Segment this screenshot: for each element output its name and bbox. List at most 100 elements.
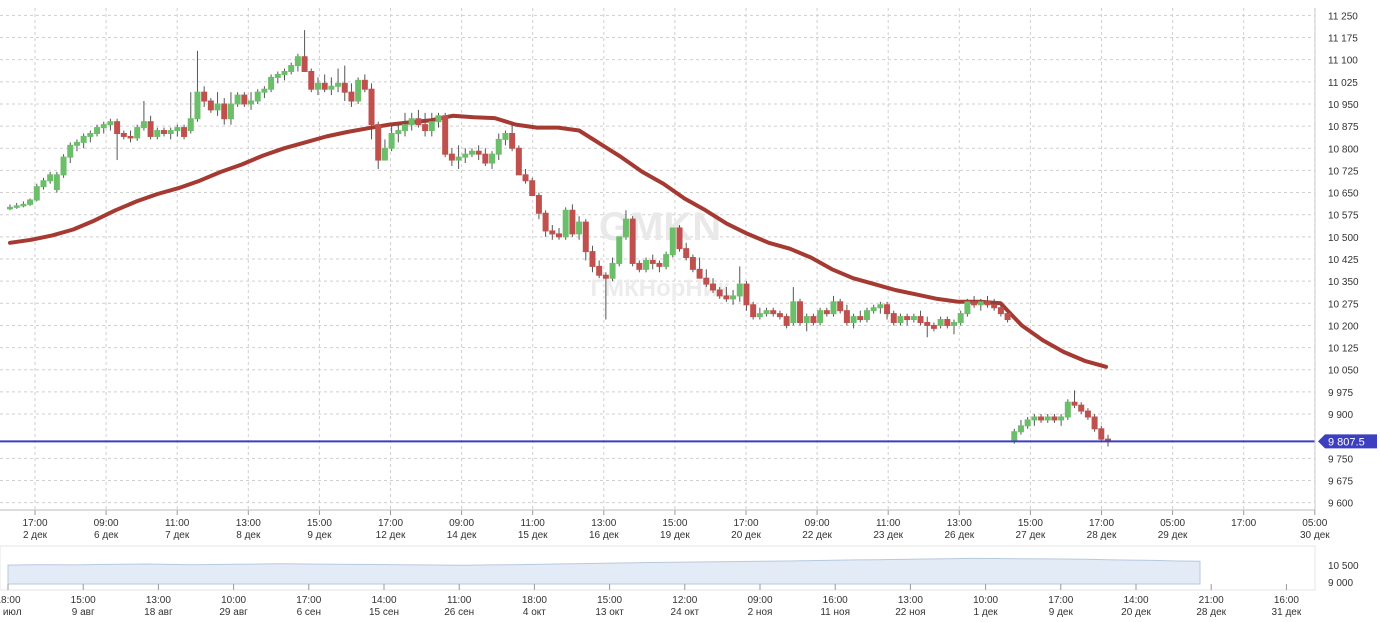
candle bbox=[254, 89, 261, 104]
candle bbox=[335, 68, 342, 93]
candle-body bbox=[770, 310, 777, 315]
candle-body bbox=[944, 319, 951, 326]
candle-body bbox=[227, 103, 234, 120]
navigator-x-tick-time: 09:00 bbox=[747, 595, 772, 606]
x-tick-date: 6 дек bbox=[94, 530, 119, 541]
candle bbox=[750, 301, 757, 320]
candle-body bbox=[723, 295, 730, 300]
candle-body bbox=[201, 91, 208, 102]
candle bbox=[763, 307, 770, 317]
x-tick-time: 11:00 bbox=[521, 518, 546, 529]
candle bbox=[656, 260, 663, 273]
candle-body bbox=[361, 79, 368, 90]
candle bbox=[797, 298, 804, 326]
candle-body bbox=[1084, 410, 1091, 418]
candle-body bbox=[616, 236, 623, 264]
candle bbox=[328, 77, 335, 96]
candle-body bbox=[509, 133, 516, 149]
candle-body bbox=[977, 301, 984, 306]
candle-body bbox=[274, 73, 281, 78]
candle-body bbox=[7, 206, 13, 210]
candle bbox=[703, 269, 710, 288]
candle-body bbox=[549, 230, 556, 235]
y-tick-label: 9 750 bbox=[1328, 454, 1353, 465]
x-tick-time: 15:00 bbox=[662, 518, 687, 529]
candle bbox=[609, 257, 616, 282]
navigator-x-tick-time: 11:00 bbox=[447, 595, 472, 606]
candle bbox=[408, 112, 415, 131]
candle bbox=[964, 298, 971, 317]
navigator-x-tick-date: 31 дек bbox=[1272, 607, 1302, 618]
navigator-x-tick-date: 28 дек bbox=[1196, 607, 1226, 618]
candles bbox=[7, 30, 1111, 447]
candle bbox=[977, 298, 984, 311]
candle bbox=[984, 295, 991, 308]
candle-body bbox=[241, 94, 248, 105]
x-tick-time: 17:00 bbox=[22, 518, 47, 529]
candle bbox=[1091, 414, 1098, 432]
candle bbox=[643, 257, 650, 273]
candle-body bbox=[1058, 416, 1065, 421]
x-tick-time: 15:00 bbox=[307, 518, 332, 529]
candle-body bbox=[422, 124, 429, 132]
y-tick-label: 11 250 bbox=[1328, 11, 1358, 22]
candle bbox=[475, 145, 482, 161]
candle bbox=[94, 124, 101, 137]
navigator-x-tick-date: 9 дек bbox=[1049, 607, 1074, 618]
candle bbox=[402, 112, 409, 137]
candle-body bbox=[281, 70, 288, 75]
navigator-x-tick-date: 24 окт bbox=[671, 607, 700, 618]
watermark-name: ГМКНорНик bbox=[591, 275, 731, 302]
candle-body bbox=[1038, 416, 1045, 421]
candle bbox=[268, 74, 275, 93]
candle-body bbox=[468, 150, 475, 155]
candle bbox=[556, 227, 562, 240]
candle bbox=[837, 298, 844, 314]
candle-body bbox=[1004, 313, 1011, 321]
candle-body bbox=[890, 313, 897, 323]
candle bbox=[616, 236, 623, 267]
candle bbox=[776, 310, 783, 320]
navigator-x-tick-date: 29 авг bbox=[219, 607, 248, 618]
x-tick-time: 09:00 bbox=[449, 518, 474, 529]
candle bbox=[843, 304, 850, 326]
candle-body bbox=[1044, 416, 1051, 421]
candle bbox=[810, 313, 817, 326]
navigator-x-tick-date: 4 окт bbox=[523, 607, 546, 618]
candle-body bbox=[47, 174, 54, 182]
candle bbox=[730, 290, 737, 305]
candle-body bbox=[154, 130, 161, 137]
candle-body bbox=[388, 133, 395, 149]
candle-body bbox=[442, 115, 449, 155]
navigator-x-tick-time: 13:00 bbox=[898, 595, 923, 606]
candle bbox=[1017, 419, 1024, 435]
y-tick-label: 9 975 bbox=[1328, 388, 1353, 399]
candle bbox=[234, 92, 241, 107]
navigator-x-tick-time: 14:00 bbox=[371, 595, 396, 606]
y-tick-label: 10 650 bbox=[1328, 189, 1359, 200]
candle bbox=[1084, 408, 1091, 420]
candle bbox=[181, 124, 188, 140]
navigator-x-tick-time: 15:00 bbox=[71, 595, 96, 606]
candle bbox=[890, 310, 897, 326]
candle bbox=[114, 118, 121, 161]
candle bbox=[870, 304, 877, 314]
candle-body bbox=[683, 248, 690, 259]
y-tick-label: 10 800 bbox=[1328, 144, 1359, 155]
candle-body bbox=[448, 153, 455, 161]
candle bbox=[723, 287, 730, 302]
candle bbox=[535, 192, 542, 220]
candle bbox=[683, 242, 690, 261]
x-tick-date: 20 дек bbox=[731, 530, 761, 541]
candle bbox=[562, 207, 569, 240]
candle-body bbox=[750, 304, 757, 318]
candle bbox=[663, 251, 670, 270]
candle-body bbox=[181, 127, 188, 137]
x-tick-date: 29 дек bbox=[1158, 530, 1188, 541]
candle-body bbox=[609, 262, 616, 279]
y-tick-label: 10 725 bbox=[1328, 166, 1359, 177]
candle-body bbox=[127, 135, 134, 139]
candle-body bbox=[482, 153, 489, 164]
